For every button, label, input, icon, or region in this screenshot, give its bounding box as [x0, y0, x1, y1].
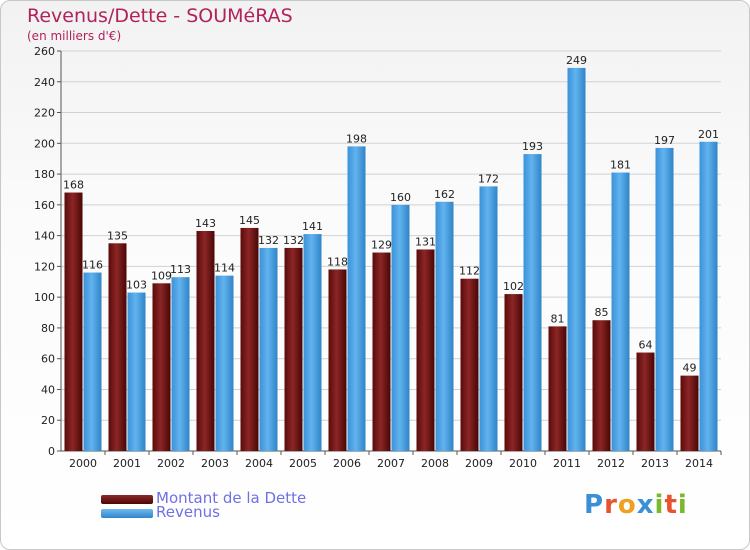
x-tick-label: 2008: [421, 457, 449, 470]
x-tick-label: 2009: [465, 457, 493, 470]
bar-dette: [548, 326, 567, 451]
data-label-revenus: 249: [566, 54, 587, 67]
bar-revenus: [611, 172, 630, 452]
bar-revenus: [435, 201, 454, 451]
data-label-revenus: 162: [434, 188, 455, 201]
data-label-revenus: 116: [82, 259, 103, 272]
data-label-dette: 131: [415, 235, 436, 248]
x-tick-label: 2006: [333, 457, 361, 470]
y-tick-label: 160: [34, 199, 55, 212]
data-label-dette: 49: [683, 362, 697, 375]
bar-revenus: [83, 272, 102, 451]
data-label-revenus: 114: [214, 262, 235, 275]
x-tick-label: 2002: [157, 457, 185, 470]
x-tick-label: 2007: [377, 457, 405, 470]
x-tick-label: 2003: [201, 457, 229, 470]
data-label-dette: 85: [595, 306, 609, 319]
bar-dette: [592, 320, 611, 451]
bar-dette: [64, 192, 83, 452]
legend-label-revenus: Revenus: [156, 503, 220, 521]
data-label-dette: 168: [63, 179, 84, 192]
bar-dette: [152, 283, 171, 451]
y-tick-label: 240: [34, 76, 55, 89]
chart-subtitle: (en milliers d'€): [27, 29, 122, 43]
y-tick-label: 140: [34, 230, 55, 243]
data-label-revenus: 141: [302, 220, 323, 233]
x-tick-label: 2013: [641, 457, 669, 470]
data-label-revenus: 172: [478, 172, 499, 185]
x-tick-label: 2005: [289, 457, 317, 470]
bar-dette: [636, 352, 655, 451]
y-tick-label: 260: [34, 45, 55, 58]
data-label-revenus: 198: [346, 132, 367, 145]
bar-revenus: [127, 292, 146, 451]
bar-revenus: [567, 67, 586, 451]
data-label-revenus: 132: [258, 234, 279, 247]
data-label-dette: 143: [195, 217, 216, 230]
bar-revenus: [655, 147, 674, 451]
legend-swatch-revenus: [101, 509, 153, 518]
data-label-revenus: 197: [654, 134, 675, 147]
bar-dette: [372, 252, 391, 451]
x-tick-label: 2004: [245, 457, 273, 470]
bar-revenus: [479, 186, 498, 451]
bar-dette: [504, 294, 523, 451]
data-label-dette: 81: [551, 312, 565, 325]
legend-label-dette: Montant de la Dette: [156, 489, 307, 507]
data-label-dette: 64: [639, 339, 653, 352]
x-tick-label: 2010: [509, 457, 537, 470]
data-label-dette: 129: [371, 239, 392, 252]
y-tick-label: 80: [41, 322, 55, 335]
y-tick-label: 100: [34, 291, 55, 304]
bar-dette: [680, 375, 699, 451]
data-label-dette: 118: [327, 255, 348, 268]
data-label-revenus: 103: [126, 279, 147, 292]
data-label-dette: 135: [107, 229, 128, 242]
bar-dette: [196, 231, 215, 451]
legend-swatch-dette: [101, 495, 153, 504]
bar-revenus: [391, 204, 410, 451]
data-label-revenus: 201: [698, 128, 719, 141]
x-tick-label: 2012: [597, 457, 625, 470]
bar-dette: [460, 278, 479, 451]
y-tick-label: 40: [41, 383, 55, 396]
y-tick-label: 120: [34, 260, 55, 273]
data-label-dette: 145: [239, 214, 260, 227]
bar-dette: [416, 249, 435, 451]
bar-revenus: [699, 141, 718, 451]
y-tick-label: 20: [41, 414, 55, 427]
y-tick-label: 220: [34, 107, 55, 120]
data-label-dette: 102: [503, 280, 524, 293]
bar-revenus: [171, 277, 190, 451]
data-label-dette: 112: [459, 265, 480, 278]
data-label-dette: 132: [283, 234, 304, 247]
y-tick-label: 180: [34, 168, 55, 181]
bar-revenus: [215, 275, 234, 451]
y-tick-label: 60: [41, 353, 55, 366]
data-label-dette: 109: [151, 269, 172, 282]
x-tick-label: 2011: [553, 457, 581, 470]
x-tick-label: 2000: [69, 457, 97, 470]
bar-dette: [328, 269, 347, 451]
proxiti-logo: Proxiti: [584, 490, 688, 520]
data-label-revenus: 193: [522, 140, 543, 153]
bar-revenus: [259, 247, 278, 451]
bar-revenus: [523, 154, 542, 452]
data-label-revenus: 181: [610, 159, 631, 172]
y-tick-label: 0: [48, 445, 55, 458]
chart-title: Revenus/Dette - SOUMéRAS: [27, 5, 293, 27]
bar-revenus: [303, 234, 322, 451]
x-tick-label: 2001: [113, 457, 141, 470]
bar-dette: [108, 243, 127, 451]
bar-dette: [240, 227, 259, 451]
y-tick-label: 200: [34, 137, 55, 150]
data-label-revenus: 113: [170, 263, 191, 276]
x-tick-label: 2014: [685, 457, 713, 470]
bar-revenus: [347, 146, 366, 451]
bar-dette: [284, 247, 303, 451]
data-label-revenus: 160: [390, 191, 411, 204]
